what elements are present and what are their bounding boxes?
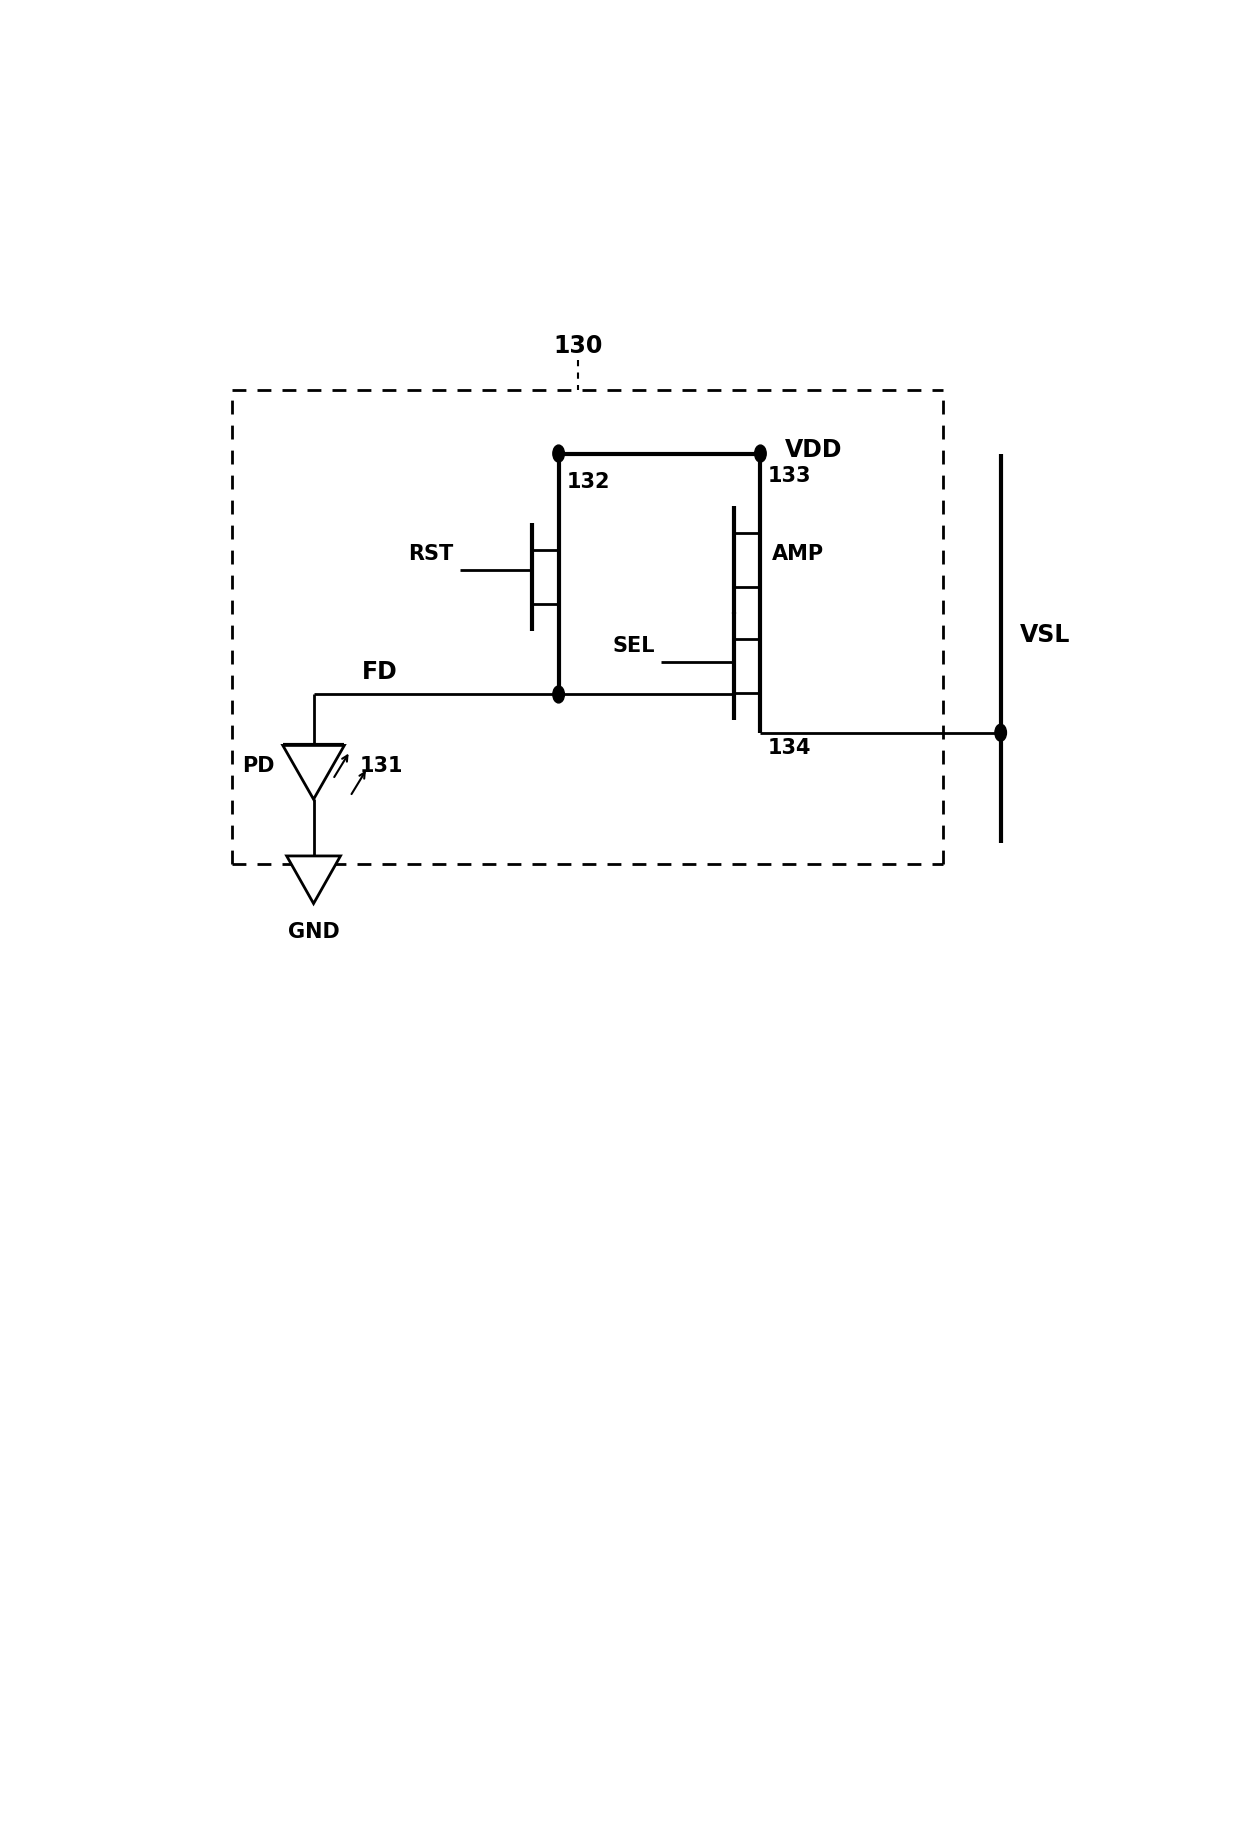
Text: AMP: AMP <box>773 544 825 563</box>
Text: 133: 133 <box>768 465 812 485</box>
Text: 130: 130 <box>553 335 603 359</box>
Polygon shape <box>283 747 345 800</box>
Text: PD: PD <box>243 756 275 776</box>
Circle shape <box>553 686 564 704</box>
Text: GND: GND <box>288 921 340 942</box>
Text: 132: 132 <box>567 471 610 491</box>
Text: RST: RST <box>408 543 453 563</box>
Text: VSL: VSL <box>1019 623 1070 647</box>
Text: SEL: SEL <box>613 636 655 655</box>
Text: VDD: VDD <box>785 438 842 462</box>
Text: FD: FD <box>362 660 397 684</box>
Polygon shape <box>286 857 341 905</box>
Text: 131: 131 <box>360 756 403 776</box>
Circle shape <box>994 725 1007 741</box>
Circle shape <box>553 445 564 463</box>
Circle shape <box>755 445 766 463</box>
Text: 134: 134 <box>768 737 812 758</box>
